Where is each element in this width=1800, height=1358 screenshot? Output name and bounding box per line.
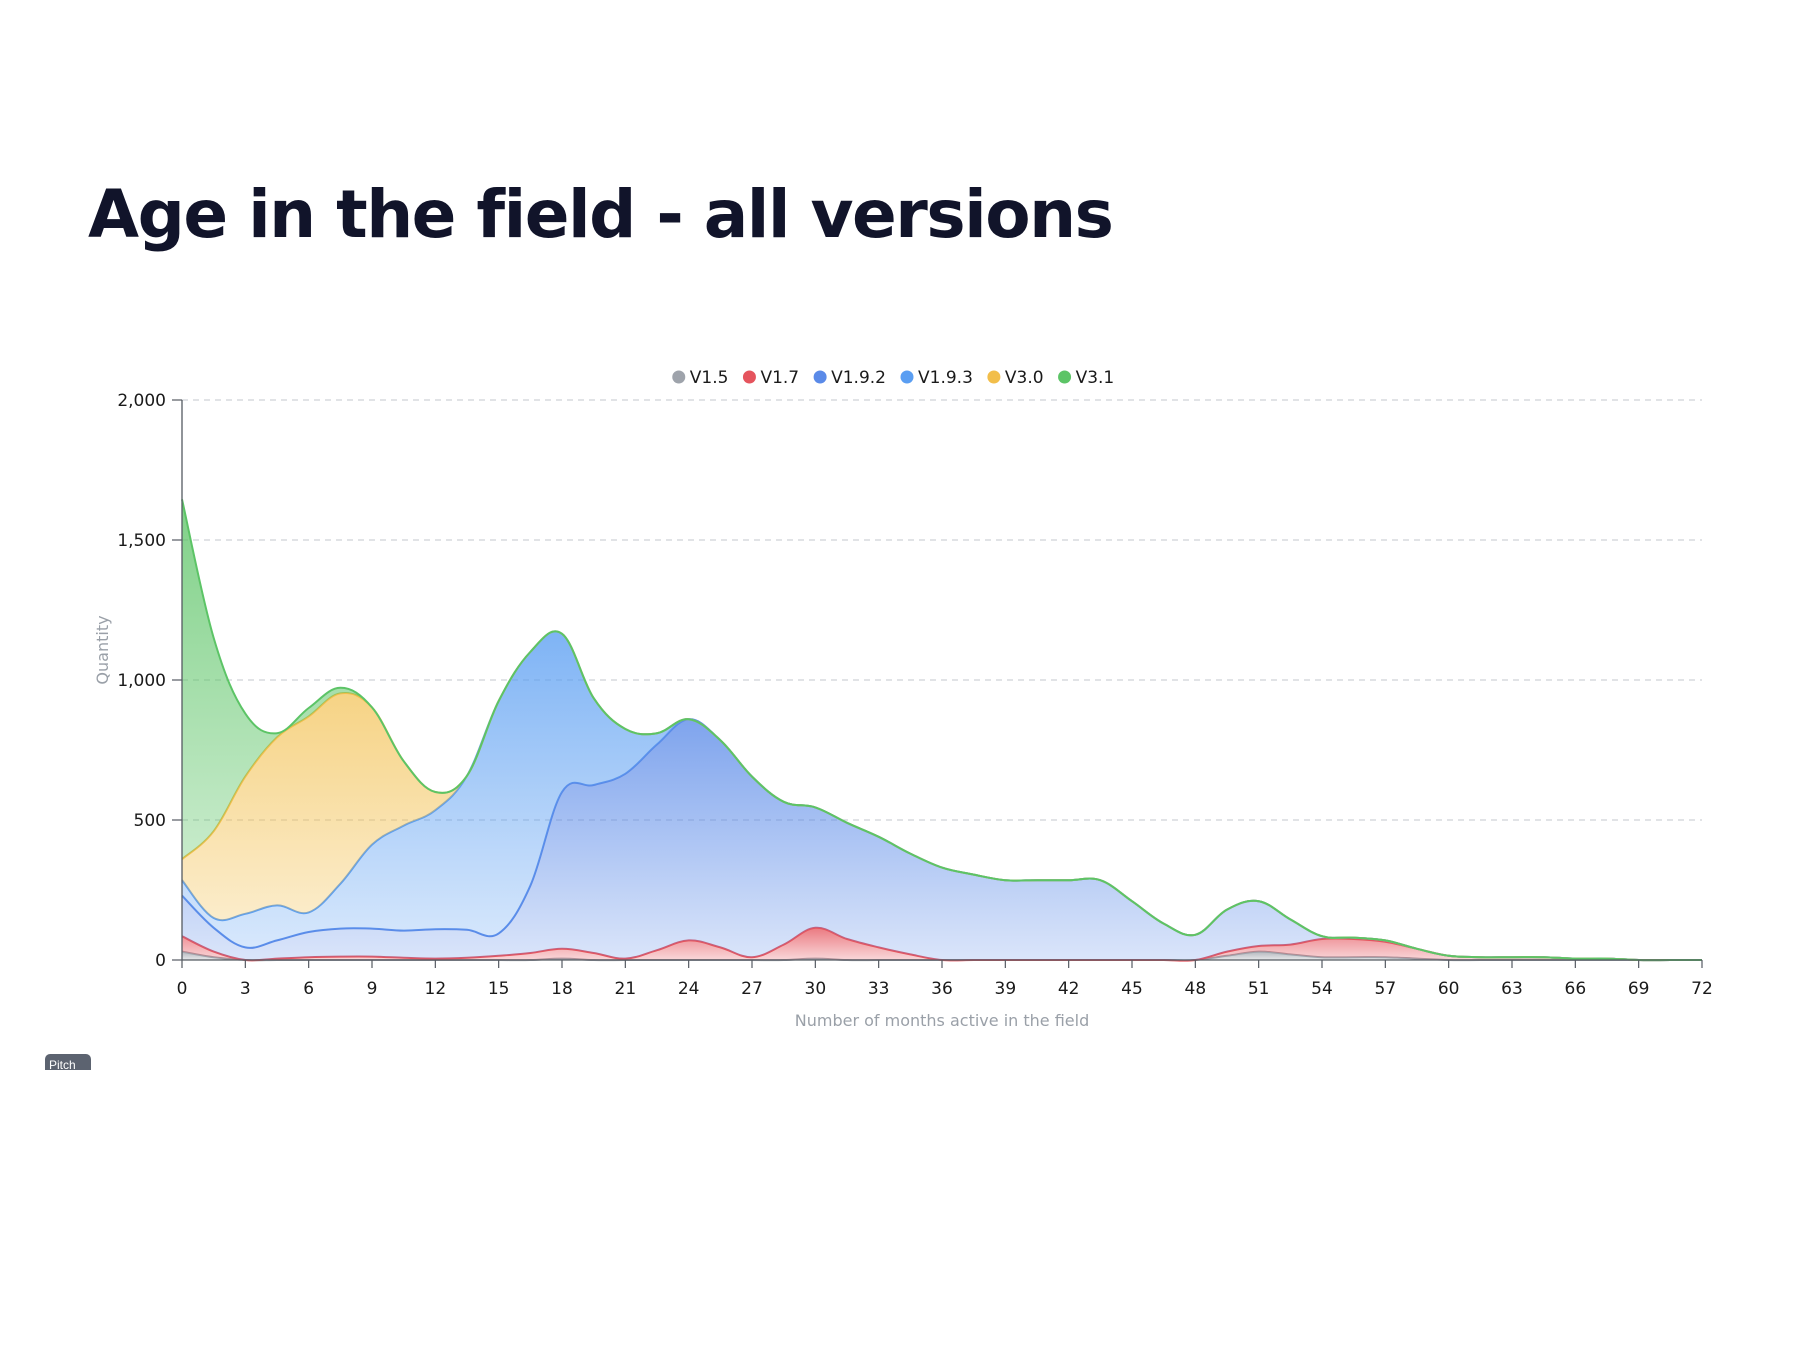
legend-dot-icon <box>900 370 914 384</box>
legend-dot-icon <box>672 370 686 384</box>
legend-dot-icon <box>1058 370 1072 384</box>
legend-dot-icon <box>813 370 827 384</box>
y-axis-title: Quantity <box>93 615 112 684</box>
x-tick-label: 66 <box>1565 979 1587 999</box>
x-axis-title: Number of months active in the field <box>795 1011 1089 1030</box>
legend[interactable]: V1.5 V1.7 V1.9.2 V1.9.3 V3.0 V3.1 <box>672 368 1114 388</box>
x-tick-label: 51 <box>1248 979 1270 999</box>
x-tick-label: 6 <box>303 979 314 999</box>
x-tick-label: 21 <box>615 979 637 999</box>
pitch-badge[interactable]: Pitch <box>45 1054 91 1070</box>
page-title: Age in the field - all versions <box>88 176 1114 253</box>
legend-item-v3-1[interactable]: V3.1 <box>1058 368 1114 388</box>
legend-item-v1-7[interactable]: V1.7 <box>742 368 799 388</box>
series-area-v1-9-2[interactable] <box>182 719 1702 961</box>
x-tick-label: 9 <box>367 979 378 999</box>
y-tick-label: 0 <box>155 951 166 971</box>
legend-item-v1-5[interactable]: V1.5 <box>672 368 728 388</box>
x-tick-label: 33 <box>868 979 890 999</box>
y-tick-label: 2,000 <box>117 391 166 411</box>
y-tick-label: 1,000 <box>117 671 166 691</box>
x-tick-label: 27 <box>741 979 763 999</box>
legend-item-v1-9-2[interactable]: V1.9.2 <box>813 368 886 388</box>
axes <box>172 399 1703 968</box>
y-tick-labels: 0 500 1,000 1,500 2,000 <box>117 391 166 971</box>
legend-label: V1.5 <box>690 368 729 388</box>
legend-item-v1-9-3[interactable]: V1.9.3 <box>900 368 973 388</box>
x-tick-label: 54 <box>1311 979 1333 999</box>
legend-label: V1.7 <box>760 368 799 388</box>
x-tick-label: 57 <box>1375 979 1397 999</box>
series-line-v3-1[interactable] <box>181 499 1702 962</box>
x-tick-label: 24 <box>678 979 700 999</box>
series-areas <box>181 499 1702 962</box>
legend-dot-icon <box>742 370 756 384</box>
legend-label: V1.9.3 <box>918 368 973 388</box>
y-tick-label: 500 <box>134 811 166 831</box>
x-tick-label: 72 <box>1691 979 1713 999</box>
x-tick-label: 36 <box>931 979 953 999</box>
series-area-v1-7[interactable] <box>182 927 1702 961</box>
x-tick-labels: 0 3 6 9 12 15 18 21 24 27 30 33 36 39 42 45 48 51 54 57 60 63… <box>177 979 1713 999</box>
legend-item-v3-0[interactable]: V3.0 <box>987 368 1044 388</box>
x-tick-label: 48 <box>1185 979 1207 999</box>
legend-label: V1.9.2 <box>831 368 886 388</box>
legend-label: V3.1 <box>1076 368 1115 388</box>
x-tick-label: 3 <box>240 979 251 999</box>
x-tick-label: 18 <box>551 979 573 999</box>
x-tick-label: 39 <box>995 979 1017 999</box>
legend-dot-icon <box>987 370 1001 384</box>
x-tick-label: 0 <box>177 979 188 999</box>
x-tick-label: 42 <box>1058 979 1080 999</box>
x-tick-label: 60 <box>1438 979 1460 999</box>
x-tick-label: 12 <box>425 979 447 999</box>
y-tick-label: 1,500 <box>117 531 166 551</box>
x-tick-label: 69 <box>1628 979 1650 999</box>
x-tick-label: 30 <box>805 979 827 999</box>
x-tick-label: 45 <box>1121 979 1143 999</box>
grid-lines <box>182 399 1702 821</box>
legend-label: V3.0 <box>1005 368 1044 388</box>
series-area-v1-9-3[interactable] <box>182 631 1702 961</box>
x-tick-label: 63 <box>1501 979 1523 999</box>
x-tick-label: 15 <box>488 979 510 999</box>
